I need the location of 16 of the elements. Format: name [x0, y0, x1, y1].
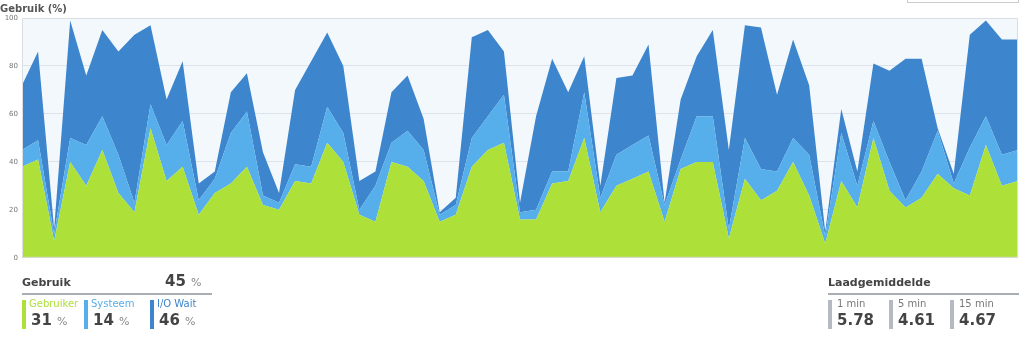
- text: I/O Wait: [157, 298, 197, 309]
- chart-title: Gebruik (%): [0, 2, 67, 14]
- text: 15 min: [959, 298, 994, 309]
- text: 4.61: [898, 311, 936, 329]
- text: 4.67: [959, 311, 997, 329]
- text: Gebruik: [22, 276, 71, 289]
- text: Laadgemiddelde: [828, 276, 931, 289]
- text: Gebruiker: [29, 298, 79, 309]
- text: 14 %: [93, 311, 130, 329]
- text: 5.78: [837, 311, 875, 329]
- text: Systeem: [91, 298, 135, 309]
- text: 31 %: [31, 311, 68, 329]
- text: 45 %: [165, 272, 202, 290]
- text: 46 %: [159, 311, 196, 329]
- text: 1 min: [837, 298, 866, 309]
- text: 5 min: [898, 298, 927, 309]
